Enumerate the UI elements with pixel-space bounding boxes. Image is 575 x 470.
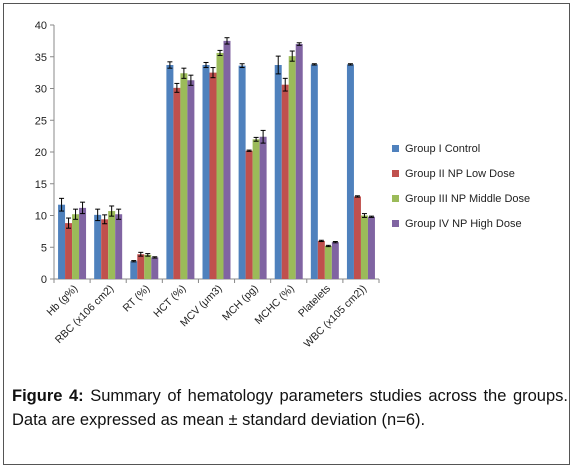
legend-label: Group II NP Low Dose: [405, 168, 515, 180]
y-tick-label: 40: [35, 20, 47, 32]
bar: [360, 215, 368, 279]
bar: [166, 65, 174, 279]
bar: [245, 150, 253, 279]
legend-swatch: [392, 220, 399, 227]
bar: [173, 87, 181, 280]
x-category-label: RT (%): [121, 283, 153, 315]
legend-swatch: [392, 170, 399, 177]
bar: [274, 65, 282, 279]
legend-label: Group IV NP High Dose: [405, 218, 522, 230]
bar: [223, 40, 231, 279]
bar: [72, 214, 80, 279]
bar: [187, 80, 195, 280]
x-category-label: WBC (x105 cm2)): [302, 283, 369, 350]
bar: [130, 261, 138, 279]
y-tick-label: 10: [35, 211, 47, 223]
bar: [101, 219, 109, 279]
caption-label: Figure 4:: [12, 387, 84, 405]
legend-label: Group I Control: [405, 143, 480, 155]
legend-swatch: [392, 145, 399, 152]
bar: [108, 211, 116, 279]
bar: [317, 240, 325, 279]
bar: [115, 214, 123, 279]
y-tick-label: 20: [35, 147, 47, 159]
figure-caption: Figure 4: Summary of hematology paramete…: [12, 384, 568, 432]
bar: [367, 216, 375, 279]
bar: [202, 65, 210, 279]
bar: [94, 214, 102, 279]
bar: [252, 139, 260, 279]
bar: [310, 64, 318, 279]
x-category-label: MCHC (%): [252, 283, 296, 327]
bar: [331, 242, 339, 279]
x-category-label: Hb (g%): [44, 283, 80, 319]
bar: [209, 72, 217, 279]
x-category-label: Platelets: [296, 283, 333, 320]
bar: [144, 254, 152, 279]
caption-text: Summary of hematology parameters studies…: [12, 387, 568, 429]
bar: [288, 56, 296, 279]
y-tick-label: 30: [35, 84, 47, 96]
bar: [180, 73, 188, 279]
bar: [324, 245, 332, 279]
bar: [346, 64, 354, 279]
bar: [281, 84, 289, 279]
y-tick-label: 35: [35, 52, 47, 64]
legend-swatch: [392, 195, 399, 202]
legend-label: Group III NP Middle Dose: [405, 193, 530, 205]
bar: [295, 44, 303, 279]
y-tick-label: 15: [35, 179, 47, 191]
bar: [216, 52, 224, 279]
y-tick-label: 25: [35, 115, 47, 127]
x-category-label: HCT (%): [151, 283, 188, 320]
figure-frame: 0 5 10 15 20 25 30 35 40 Hb (g%) RBC (x106 cm2) RT …: [3, 3, 570, 465]
bar: [151, 257, 159, 279]
bar: [137, 254, 145, 279]
y-tick-label: 5: [41, 242, 47, 254]
bar: [238, 65, 246, 279]
bar: [79, 207, 87, 279]
bar: [259, 136, 267, 279]
bar: [353, 196, 361, 279]
bar: [58, 204, 66, 279]
y-tick-label: 0: [41, 274, 47, 286]
bar: [65, 223, 73, 279]
